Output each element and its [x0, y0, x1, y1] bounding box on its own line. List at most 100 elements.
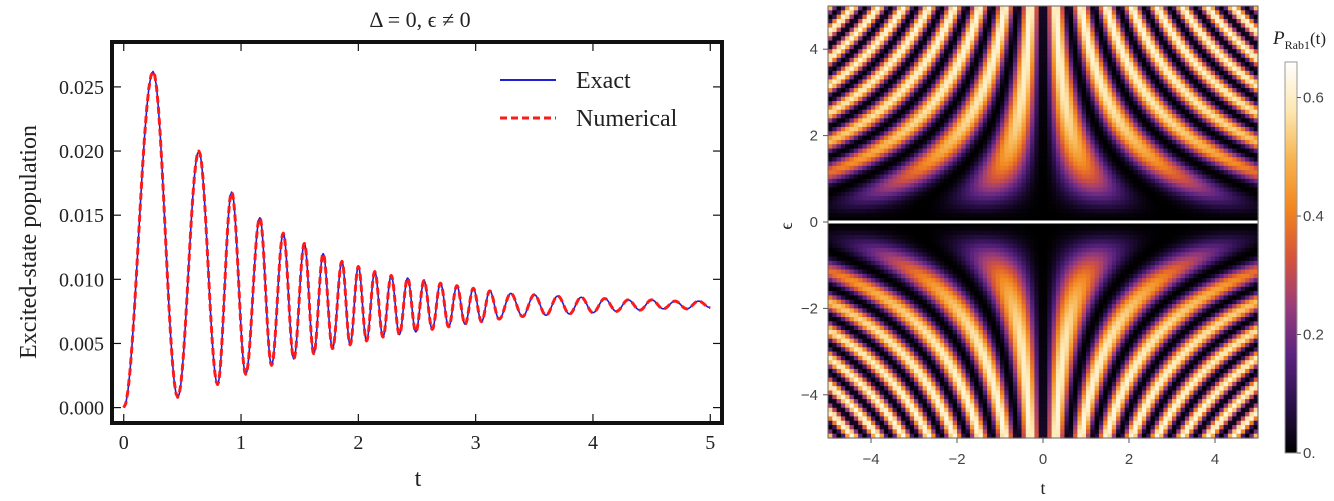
heatmap-cell	[1098, 6, 1104, 11]
heatmap-cell	[866, 200, 872, 206]
heatmap-cell	[1073, 36, 1078, 42]
heatmap-cell	[918, 178, 924, 184]
heatmap-cell	[1081, 53, 1087, 59]
heatmap-cell	[1000, 83, 1005, 89]
heatmap-cell	[866, 196, 872, 201]
heatmap-cell	[1051, 209, 1057, 214]
heatmap-cell	[1223, 83, 1229, 89]
heatmap-cell	[1025, 183, 1031, 189]
heatmap-cell	[1103, 88, 1109, 93]
heatmap-cell	[1000, 105, 1005, 111]
heatmap-cell	[965, 161, 971, 167]
heatmap-cell	[1137, 187, 1143, 193]
heatmap-cell	[1055, 165, 1061, 171]
heatmap-cell	[1116, 40, 1121, 46]
heatmap-cell	[922, 109, 928, 115]
heatmap-cell	[1038, 187, 1044, 193]
heatmap-cell	[1193, 23, 1199, 29]
heatmap-cell	[978, 200, 984, 206]
heatmap-cell	[1047, 27, 1053, 33]
heatmap-cell	[828, 165, 833, 171]
heatmap-cell	[1253, 131, 1259, 137]
heatmap-cell	[1000, 161, 1005, 167]
heatmap-cell	[1159, 66, 1164, 72]
heatmap-cell	[1159, 135, 1164, 141]
heatmap-cell	[1202, 53, 1207, 59]
heatmap-cell	[1090, 57, 1096, 63]
heatmap-cell	[1253, 165, 1259, 171]
heatmap-cell	[879, 92, 885, 98]
heatmap-cell	[866, 70, 872, 76]
heatmap-cell	[1232, 200, 1238, 206]
heatmap-cell	[1206, 53, 1212, 59]
heatmap-cell	[1176, 66, 1182, 72]
heatmap-cell	[1086, 88, 1091, 93]
heatmap-cell	[1154, 165, 1160, 171]
heatmap-cell	[1094, 27, 1100, 33]
heatmap-cell	[1137, 139, 1143, 145]
heatmap-cell	[1073, 18, 1078, 24]
heatmap-cell	[1253, 161, 1259, 167]
heatmap-cell	[1107, 209, 1113, 214]
heatmap-cell	[1253, 92, 1259, 98]
heatmap-cell	[957, 44, 962, 50]
heatmap-cell	[1223, 187, 1229, 193]
heatmap-cell	[1232, 101, 1238, 106]
heatmap-cell	[840, 83, 846, 89]
heatmap-cell	[1090, 204, 1096, 210]
heatmap-cell	[1219, 170, 1225, 176]
heatmap-cell	[918, 6, 924, 11]
heatmap-cell	[836, 70, 842, 76]
heatmap-cell	[845, 79, 851, 85]
heatmap-cell	[922, 53, 928, 59]
heatmap-cell	[944, 109, 949, 115]
heatmap-cell	[871, 66, 876, 72]
heatmap-cell	[1060, 118, 1066, 124]
heatmap-cell	[995, 196, 1001, 201]
heatmap-cell	[866, 88, 872, 93]
heatmap-cell	[1227, 27, 1233, 33]
heatmap-cell	[1249, 174, 1255, 180]
heatmap-cell	[1124, 131, 1130, 137]
heatmap-cell	[944, 18, 949, 24]
heatmap-cell	[1210, 62, 1216, 68]
heatmap-cell	[1245, 53, 1250, 59]
heatmap-cell	[879, 139, 885, 145]
heatmap-cell	[1034, 79, 1040, 85]
heatmap-cell	[879, 27, 885, 33]
heatmap-cell	[1107, 122, 1113, 128]
heatmap-cell	[1077, 31, 1083, 37]
heatmap-cell	[1116, 204, 1121, 210]
heatmap-cell	[995, 174, 1001, 180]
heatmap-cell	[1094, 131, 1100, 137]
heatmap-cell	[1000, 174, 1005, 180]
heatmap-cell	[1150, 36, 1156, 42]
heatmap-cell	[1064, 75, 1070, 81]
heatmap-cell	[828, 57, 833, 63]
heatmap-cell	[948, 83, 954, 89]
heatmap-cell	[840, 10, 846, 16]
heatmap-cell	[1017, 62, 1023, 68]
heatmap-cell	[1223, 14, 1229, 20]
heatmap-cell	[1081, 183, 1087, 189]
heatmap-cell	[1150, 53, 1156, 59]
heatmap-cell	[914, 170, 919, 176]
heatmap-cell	[926, 135, 932, 141]
heatmap-cell	[836, 79, 842, 85]
heatmap-cell	[939, 170, 945, 176]
heatmap-cell	[1073, 114, 1078, 119]
heatmap-cell	[853, 126, 859, 132]
heatmap-cell	[1068, 170, 1074, 176]
heatmap-cell	[1133, 118, 1139, 124]
heatmap-cell	[1202, 187, 1207, 193]
heatmap-cell	[909, 23, 915, 29]
heatmap-cell	[1008, 183, 1014, 189]
heatmap-cell	[1206, 92, 1212, 98]
heatmap-cell	[1111, 183, 1117, 189]
heatmap-cell	[978, 209, 984, 214]
heatmap-cell	[909, 109, 915, 115]
heatmap-cell	[871, 75, 876, 81]
heatmap-cell	[961, 165, 967, 171]
heatmap-cell	[1103, 109, 1109, 115]
heatmap-cell	[1004, 161, 1010, 167]
